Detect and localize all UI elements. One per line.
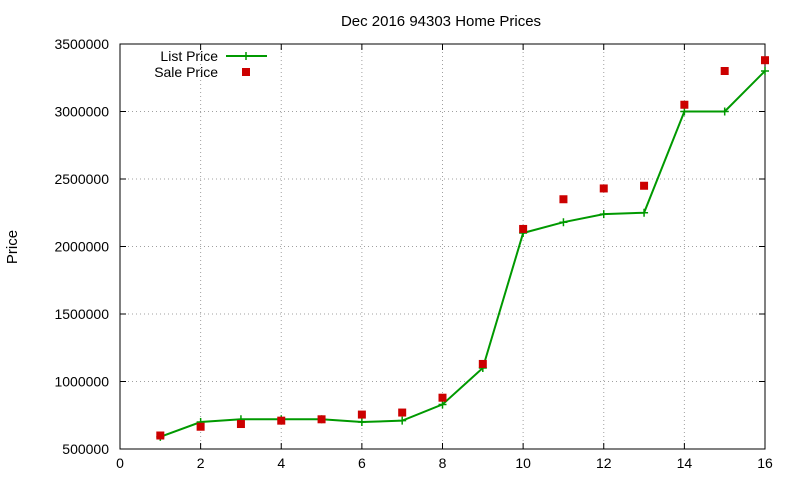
x-tick-label: 10: [515, 455, 531, 471]
y-tick-label: 1000000: [54, 374, 109, 390]
y-tick-label: 1500000: [54, 306, 109, 322]
sale-price-point: [317, 415, 326, 424]
y-tick-label: 2000000: [54, 239, 109, 255]
sale-price-point: [599, 184, 608, 193]
axes: 0 2 4 6 8 10 12 14 16 500000 1000000 1500000 2000000…: [54, 36, 773, 471]
sale-price-point: [761, 56, 769, 65]
x-tick-label: 14: [677, 455, 693, 471]
sale-price-point: [720, 67, 729, 75]
x-tick-label: 12: [596, 455, 612, 471]
y-tick-label: 2500000: [54, 171, 109, 187]
sale-price-point: [196, 422, 205, 431]
legend-item: Sale Price: [154, 64, 250, 80]
list-price-point: [357, 418, 366, 426]
y-axis-label: Price: [4, 230, 21, 264]
sale-price-point: [478, 359, 487, 368]
list-price-point: [761, 67, 769, 75]
series-list-price: [156, 67, 769, 441]
sale-price-point: [398, 408, 407, 417]
sale-price-point: [519, 224, 528, 233]
series-sale-price: [156, 56, 769, 440]
list-price-point: [640, 208, 649, 217]
sale-price-point: [438, 393, 447, 402]
series-group: [156, 56, 769, 441]
x-tick-label: 16: [757, 455, 773, 471]
sale-price-point: [236, 420, 245, 429]
legend-item: List Price: [160, 48, 267, 64]
legend-plus-marker: [242, 52, 250, 60]
list-price-point: [599, 210, 608, 219]
chart-title: Dec 2016 94303 Home Prices: [341, 13, 541, 30]
sale-price-point: [559, 195, 568, 204]
list-price-line: [159, 70, 766, 438]
legend-square-marker: [242, 68, 250, 76]
legend-label: Sale Price: [154, 64, 218, 80]
legend-label: List Price: [160, 48, 218, 64]
list-price-point: [720, 107, 729, 116]
list-price-point: [398, 416, 407, 425]
sale-price-point: [156, 431, 165, 440]
x-tick-label: 8: [439, 455, 447, 471]
list-price-point: [680, 107, 689, 116]
y-tick-label: 3500000: [54, 36, 109, 52]
grid-lines: [120, 44, 765, 449]
y-tick-label: 500000: [62, 441, 109, 457]
sale-price-point: [357, 410, 366, 419]
x-tick-label: 4: [277, 455, 285, 471]
sale-price-point: [680, 100, 689, 109]
sale-price-point: [640, 181, 649, 190]
y-tick-label: 3000000: [54, 104, 109, 120]
x-tick-label: 6: [358, 455, 366, 471]
list-price-point: [438, 400, 447, 409]
x-tick-label: 0: [116, 455, 124, 471]
x-tick-label: 2: [197, 455, 205, 471]
list-price-point: [559, 218, 568, 227]
sale-price-point: [277, 416, 286, 425]
